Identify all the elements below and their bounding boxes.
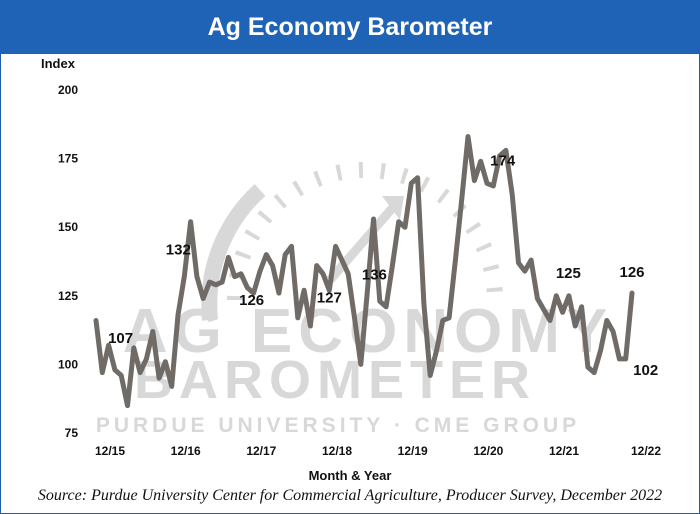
watermark-arc [201, 184, 266, 321]
data-label: 126 [239, 292, 264, 309]
x-tick-label: 12/21 [549, 444, 579, 458]
watermark-line2: BAROMETER [134, 350, 536, 410]
x-axis-ticks: 12/15 12/16 12/17 12/18 12/19 12/20 12/21 12/22 [95, 444, 661, 458]
data-label: 126 [619, 264, 644, 281]
y-axis-label: Index [41, 56, 75, 71]
data-label: 174 [490, 152, 516, 169]
y-tick-label: 175 [58, 152, 78, 166]
x-tick-label: 12/16 [171, 444, 201, 458]
x-tick-label: 12/20 [473, 444, 503, 458]
watermark-arrowhead [382, 196, 404, 220]
data-label: 125 [556, 265, 581, 282]
y-tick-label: 150 [58, 220, 78, 234]
y-tick-label: 75 [65, 426, 79, 440]
x-tick-label: 12/17 [246, 444, 276, 458]
watermark-line3: PURDUE UNIVERSITY · CME GROUP [96, 414, 580, 437]
series-line [93, 134, 635, 409]
y-tick-label: 100 [58, 357, 78, 371]
x-tick-label: 12/15 [95, 444, 125, 458]
x-tick-label: 12/19 [398, 444, 428, 458]
data-label: 107 [108, 330, 133, 347]
data-label: 136 [362, 267, 387, 284]
y-tick-label: 125 [58, 289, 78, 303]
x-axis-label: Month & Year [308, 468, 392, 483]
data-label: 127 [317, 289, 342, 306]
data-label: 102 [633, 362, 658, 379]
x-tick-label: 12/22 [631, 444, 661, 458]
source-note: Source: Purdue University Center for Com… [37, 487, 663, 504]
data-labels: 107 132 126 127 136 174 125 102 126 [108, 152, 658, 379]
y-axis-ticks: 75 100 125 150 175 200 [58, 83, 78, 440]
y-tick-label: 200 [58, 83, 78, 97]
chart-title: Ag Economy Barometer [0, 0, 700, 54]
data-label: 132 [166, 242, 191, 259]
watermark-needle [326, 202, 399, 283]
x-tick-label: 12/18 [322, 444, 352, 458]
